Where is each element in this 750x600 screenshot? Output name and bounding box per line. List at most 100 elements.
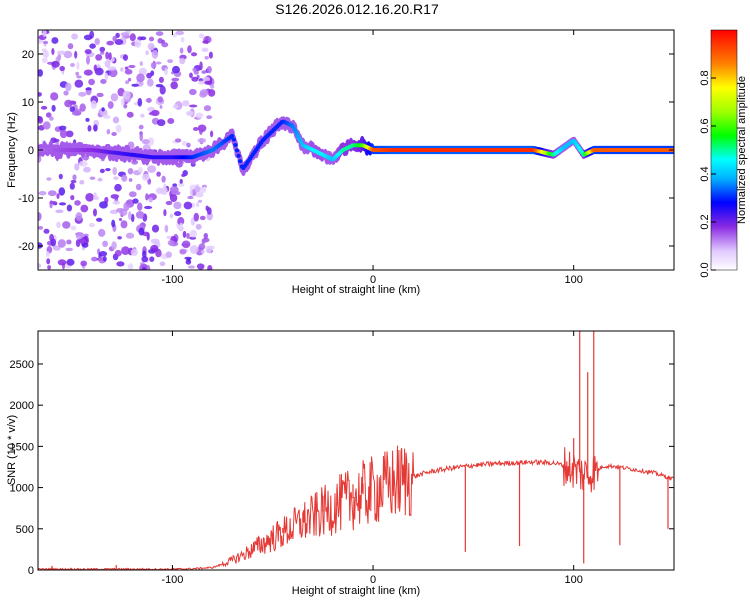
spectrogram-noise-blob (85, 193, 94, 202)
spectrogram-noise-blob (123, 54, 128, 61)
spectrogram-noise-blob (83, 166, 91, 173)
spectrogram-noise-blob (86, 55, 90, 65)
spectrogram-noise-blob (174, 138, 182, 143)
spectrogram-noise-blob (174, 211, 182, 217)
spectrogram-noise-blob (71, 110, 81, 116)
spectrogram-noise-blob (171, 77, 180, 82)
spectrogram-noise-blob (103, 114, 111, 119)
spectrogram-noise-blob (62, 221, 71, 229)
spectrogram-noise-blob (50, 92, 59, 101)
spectrogram-noise-blob (183, 201, 193, 210)
spectrogram-noise-blob (100, 79, 107, 84)
spectrogram-noise-blob (65, 82, 72, 92)
spectrogram-noise-blob (93, 124, 98, 132)
spectrogram-noise-blob (112, 116, 120, 124)
spectrogram-noise-blob (179, 47, 184, 54)
spectrogram-noise-blob (150, 244, 159, 252)
spectrogram-noise-blob (59, 129, 68, 139)
spectrogram-noise-blob (63, 50, 73, 59)
spectrogram-noise-blob (42, 121, 51, 130)
snr-y-axis-label: SNR (10 * v/v) (6, 415, 18, 485)
snr-y-tick-label: 500 (16, 524, 34, 536)
spectrogram-noise-blob (200, 250, 205, 254)
spectrogram-noise-blob (117, 236, 122, 240)
spectrogram-noise-blob (148, 197, 153, 203)
spectrogram-noise-blob (76, 75, 82, 79)
colorbar-gradient (710, 29, 738, 271)
spectrogram-noise-blob (141, 139, 150, 145)
spectrogram-noise-blob (66, 258, 75, 266)
spectrogram-noise-blob (104, 72, 109, 81)
spectrogram-noise-blob (119, 218, 122, 221)
spectrogram-noise-blob (52, 245, 61, 251)
spectrogram-noise-blob (107, 66, 117, 71)
spectrogram-noise-blob (197, 138, 207, 143)
snr-y-ticks: 0 500 1000 1500 2000 2500 (10, 359, 674, 577)
spectrogram-noise-blob (206, 115, 213, 120)
spectrogram-noise-blob (120, 67, 124, 72)
spectrogram-noise-blob (148, 111, 156, 116)
spectrogram-noise-blob (146, 72, 153, 79)
spectrogram-noise-blob (135, 183, 142, 191)
spectrogram-noise-blob (121, 246, 130, 256)
spectrogram-noise-blob (116, 261, 125, 267)
spectrogram-noise-blob (93, 64, 98, 72)
spectrogram-noise-blob (66, 204, 73, 212)
spectrogram-noise-blob (125, 232, 135, 239)
spectrogram-noise-blob (105, 168, 111, 172)
spectrogram-noise-blob (112, 200, 121, 205)
spectrogram-noise-blob (186, 142, 191, 148)
spectrogram-noise-blob (112, 35, 117, 42)
snr-x-tick-label: 0 (370, 574, 376, 586)
spectrogram-noise-blob (84, 49, 92, 55)
spectrogram-noise-blob (46, 251, 50, 257)
spectrogram-noise-blob (45, 112, 52, 118)
spectrogram-noise-blob (43, 228, 50, 234)
spectrogram-noise-blob (179, 57, 186, 65)
spectrogram-noise-blob (203, 105, 212, 112)
spectrogram-noise-blob (51, 60, 60, 68)
spectrogram-noise-blob (182, 230, 187, 238)
chart-title: S126.2026.012.16.20.R17 (275, 1, 439, 17)
spectrogram-noise-blob (49, 200, 57, 205)
spectrogram-noise-blob (157, 96, 163, 103)
spectrogram-ridge-point (233, 143, 238, 147)
spectrogram-noise-blob (102, 240, 108, 247)
spectrogram-noise-blob (194, 186, 201, 193)
snr-series-line (38, 445, 674, 570)
colorbar-label: Normalized spectral amplitude (736, 76, 748, 224)
spectrogram-ridge-point (295, 134, 301, 138)
spectrogram-noise-blob (38, 69, 43, 77)
spectrogram-noise-blob (51, 104, 56, 112)
spectrogram-noise-blob (205, 245, 213, 254)
spectrogram-noise-blob (164, 68, 168, 76)
spectrogram-noise-blob (93, 192, 97, 200)
spectrogram-noise-blob (80, 204, 89, 213)
spectrogram-noise-blob (79, 103, 86, 112)
spectrogram-noise-blob (90, 100, 97, 109)
spectrogram-noise-blob (181, 173, 186, 177)
spectrogram-noise-blob (74, 79, 84, 88)
spectrogram-noise-blob (190, 52, 198, 57)
snr-y-tick-label: 1000 (10, 483, 34, 495)
spectrogram-noise-blob (94, 38, 100, 45)
spectrogram-noise-blob (111, 241, 117, 250)
spectrogram-noise-blob (80, 260, 88, 267)
spectrogram-noise-blob (99, 201, 108, 209)
spectrogram-noise-blob (111, 219, 116, 228)
spectrogram-noise-blob (71, 33, 78, 40)
spectrogram-noise-blob (191, 76, 199, 82)
spectrogram-noise-blob (124, 66, 129, 70)
spectrogram-noise-blob (126, 111, 134, 118)
colorbar-tick-label: 0.4 (699, 166, 711, 181)
spectrogram-noise-blob (130, 248, 138, 256)
spectrogram-noise-blob (115, 124, 122, 133)
spectrogram-noise-blob (165, 200, 173, 206)
spectrogram-noise-blob (131, 83, 139, 87)
spectrogram-noise-blob (207, 89, 216, 97)
spectrogram-noise-blob (170, 81, 178, 90)
snr-marks (38, 331, 674, 570)
spectrogram-noise-blob (151, 224, 160, 233)
spectrogram-noise-blob (103, 256, 107, 262)
snr-y-tick-label: 2000 (10, 400, 34, 412)
